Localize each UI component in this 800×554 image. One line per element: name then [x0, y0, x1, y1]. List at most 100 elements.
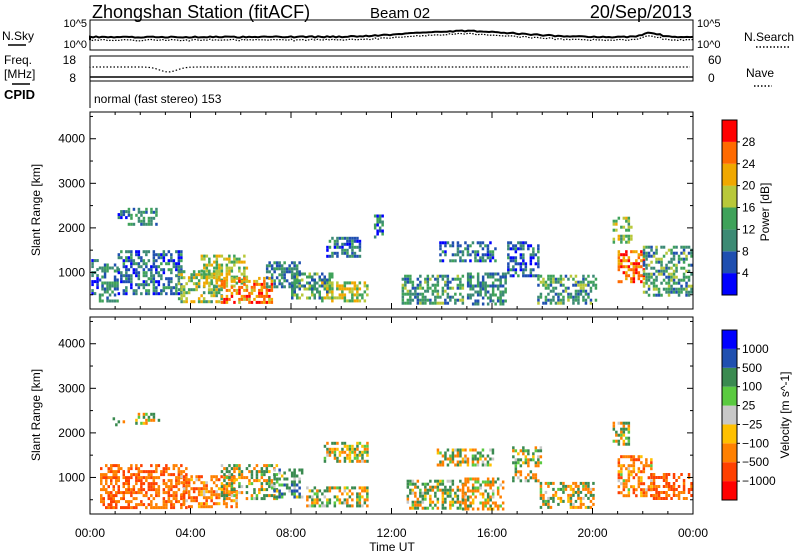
data-cell [313, 501, 317, 505]
data-cell [223, 476, 226, 480]
data-cell [682, 272, 686, 276]
data-cell [182, 496, 186, 500]
data-cell [125, 271, 128, 275]
data-cell [115, 476, 118, 480]
data-cell [612, 228, 616, 232]
data-cell [170, 253, 173, 257]
data-cell [233, 288, 236, 292]
data-cell [215, 266, 219, 270]
data-cell [514, 244, 518, 248]
data-cell [127, 500, 130, 504]
data-cell [552, 298, 555, 302]
data-cell [155, 491, 158, 495]
data-cell [278, 282, 281, 286]
data-cell [459, 500, 462, 504]
colorbar-swatch [722, 273, 737, 295]
data-cell [363, 498, 367, 502]
data-cell [147, 216, 151, 220]
data-cell [665, 281, 668, 285]
data-cell [652, 479, 656, 482]
data-cell [228, 464, 231, 468]
data-cell [627, 222, 631, 226]
data-cell [660, 293, 663, 297]
data-cell [270, 486, 274, 490]
data-cell [431, 283, 435, 287]
data-cell [517, 476, 520, 480]
data-cell [172, 286, 176, 290]
data-cell [356, 501, 359, 505]
data-cell [481, 454, 485, 458]
data-cell [647, 485, 651, 489]
data-cell [253, 285, 256, 289]
data-cell [426, 506, 430, 510]
data-cell [245, 497, 249, 501]
data-cell [416, 283, 420, 287]
data-cell [197, 475, 201, 479]
data-cell [501, 272, 505, 276]
data-cell [150, 222, 153, 226]
data-cell [579, 283, 583, 287]
data-cell [459, 451, 462, 455]
data-cell [160, 292, 163, 296]
data-cell [625, 240, 628, 244]
data-cell [363, 284, 367, 288]
data-cell [625, 271, 628, 275]
colorbar-swatch [722, 330, 737, 349]
data-cell [424, 485, 427, 489]
data-cell [255, 479, 259, 483]
data-cell [263, 488, 266, 492]
data-cell [665, 263, 668, 267]
data-cell [238, 279, 241, 283]
data-cell [537, 295, 540, 299]
data-cell [240, 476, 244, 480]
data-cell [205, 300, 208, 304]
data-cell [650, 260, 653, 264]
data-cell [167, 491, 171, 495]
data-cell [622, 234, 626, 238]
data-cell [258, 300, 261, 304]
data-cell [474, 284, 477, 288]
data-cell [476, 451, 480, 455]
data-cell [426, 482, 430, 486]
data-cell [620, 455, 623, 459]
data-cell [152, 277, 156, 281]
data-cell [484, 489, 487, 493]
data-cell [298, 279, 301, 283]
data-cell [155, 494, 158, 498]
data-cell [366, 293, 369, 297]
data-cell [255, 494, 259, 498]
data-cell [230, 482, 234, 486]
data-cell [122, 476, 125, 480]
data-cell [665, 479, 668, 482]
data-cell [627, 442, 631, 446]
data-cell [162, 473, 166, 477]
data-cell [574, 298, 578, 302]
data-cell [537, 464, 540, 468]
data-cell [353, 453, 357, 457]
data-cell [527, 479, 530, 483]
data-cell [574, 289, 578, 293]
data-cell [524, 268, 528, 272]
data-cell [476, 507, 480, 511]
data-cell [283, 261, 286, 265]
x-tick-label: 16:00 [477, 526, 507, 540]
data-cell [338, 293, 342, 297]
data-cell [489, 504, 492, 508]
data-cell [222, 484, 226, 488]
colorbar-swatch [722, 367, 737, 387]
data-cell [298, 261, 301, 265]
data-cell [323, 275, 326, 279]
data-cell [100, 494, 103, 498]
data-cell [670, 272, 673, 276]
data-cell [358, 293, 362, 297]
data-cell [441, 482, 445, 486]
data-cell [155, 210, 158, 214]
data-cell [122, 213, 126, 217]
data-cell [466, 489, 470, 493]
data-cell [632, 491, 636, 495]
data-cell [150, 219, 153, 223]
data-cell [416, 295, 420, 299]
data-cell [331, 251, 334, 255]
data-cell [270, 483, 274, 487]
data-cell [685, 293, 688, 297]
